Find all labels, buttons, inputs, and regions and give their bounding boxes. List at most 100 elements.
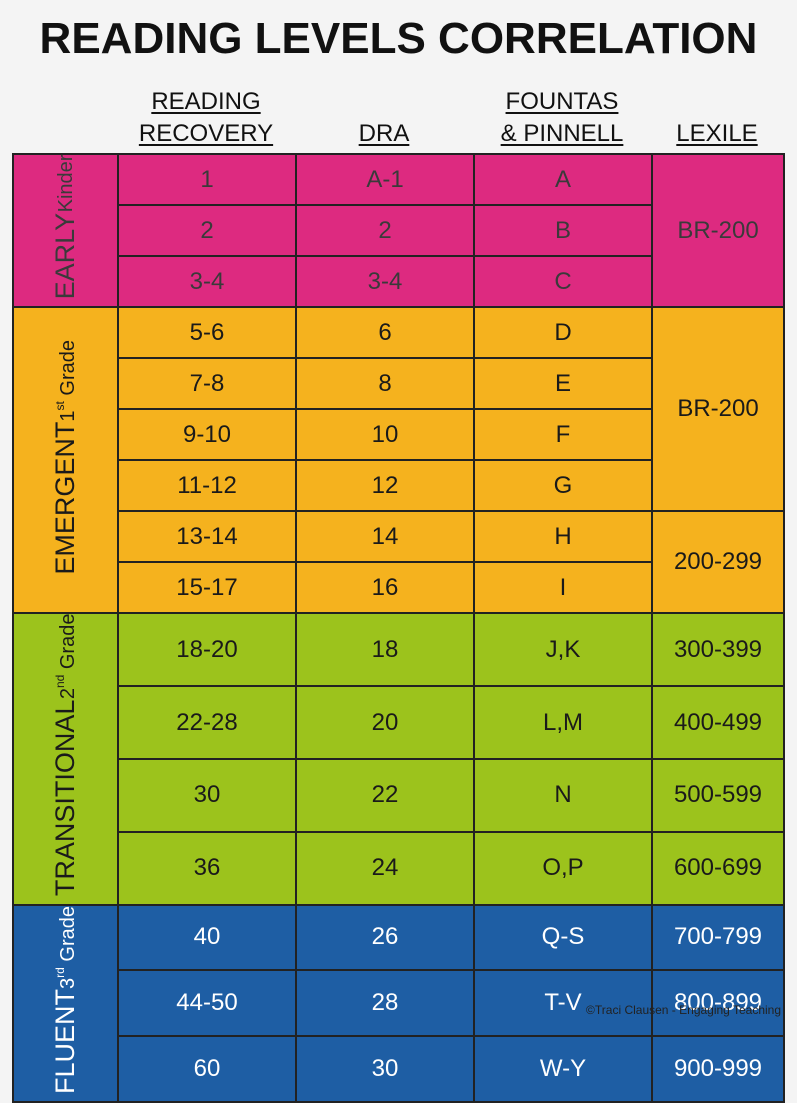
group-grade: 2nd Grade <box>53 614 80 700</box>
group-grade: 3rd Grade <box>53 906 80 989</box>
grade-suffix: st <box>53 400 68 411</box>
column-header: DRA <box>295 118 473 150</box>
rr-level: 5-6 <box>117 306 297 360</box>
table-row: 36 24 O,P 600-699 <box>13 830 785 906</box>
grade-suffix: nd <box>53 675 68 689</box>
fp-level: W-Y <box>473 1034 653 1103</box>
lexile-level: 400-499 <box>651 685 785 760</box>
dra-level: 6 <box>295 306 475 360</box>
grade-word: Kinder <box>55 155 77 213</box>
column-header: READING RECOVERY <box>117 86 295 150</box>
rr-level: 1 <box>117 152 297 207</box>
dra-level: A-1 <box>295 152 475 207</box>
rr-level: 30 <box>117 757 297 833</box>
table-row: 22-28 20 L,M 400-499 <box>13 685 785 760</box>
group-label: EMERGENT 1st Grade <box>50 340 81 575</box>
lexile-level: 700-799 <box>651 903 785 972</box>
grade-number: 2 <box>56 688 79 700</box>
grade-word: Grade <box>56 339 79 396</box>
dra-level: 10 <box>295 408 475 462</box>
dra-level: 26 <box>295 903 475 972</box>
rr-level: 7-8 <box>117 357 297 411</box>
dra-level: 24 <box>295 830 475 906</box>
group-cell: EMERGENT 1st Grade <box>12 306 119 615</box>
dra-level: 30 <box>295 1034 475 1103</box>
lexile-level: 300-399 <box>651 612 785 688</box>
fp-level: E <box>473 357 653 411</box>
fp-level: O,P <box>473 830 653 906</box>
group-name: TRANSITIONAL <box>50 700 80 897</box>
group-grade: 1st Grade <box>53 340 80 422</box>
lexile-level: BR-200 <box>651 306 785 513</box>
fp-level: I <box>473 561 653 615</box>
rr-level: 15-17 <box>117 561 297 615</box>
header-line: LEXILE <box>676 120 758 147</box>
lexile-level: BR-200 <box>651 152 785 309</box>
header-line: FOUNTAS <box>505 88 619 115</box>
grade-word: Grade <box>56 614 79 670</box>
group-cell: EARLY Kinder <box>12 152 119 309</box>
fp-level: Q-S <box>473 903 653 972</box>
header-line: READING <box>151 88 261 115</box>
table-row: 13-14 14 H 200-299 <box>13 510 785 615</box>
fp-level: C <box>473 255 653 309</box>
rr-level: 13-14 <box>117 510 297 564</box>
rr-level: 2 <box>117 204 297 258</box>
group-cell: TRANSITIONAL 2nd Grade <box>12 612 119 906</box>
page: READING LEVELS CORRELATION READING RECOVE… <box>12 14 785 1103</box>
header-line: RECOVERY <box>138 120 274 147</box>
rr-level: 3-4 <box>117 255 297 309</box>
grade-word: Grade <box>56 905 79 962</box>
fp-level: J,K <box>473 612 653 688</box>
group-label: EARLY Kinder <box>50 155 81 299</box>
lexile-level: 500-599 <box>651 757 785 833</box>
rr-level: 36 <box>117 830 297 906</box>
rr-level: 22-28 <box>117 685 297 760</box>
column-header: LEXILE <box>651 118 783 150</box>
table-row: TRANSITIONAL 2nd Grade 18-20 18 J,K 300-399 <box>12 612 785 906</box>
dra-level: 16 <box>295 561 475 615</box>
table-row: 60 30 W-Y 900-999 <box>13 1034 785 1103</box>
table-row: EARLY Kinder 1 A-1 A BR-200 <box>12 152 785 309</box>
dra-level: 22 <box>295 757 475 833</box>
dra-level: 12 <box>295 459 475 513</box>
fp-level: G <box>473 459 653 513</box>
fp-level: N <box>473 757 653 833</box>
table-row: EMERGENT 1st Grade 5-6 6 D BR-200 <box>12 306 785 615</box>
grade-number: 3 <box>56 977 79 989</box>
dra-level: 20 <box>295 685 475 760</box>
group-name: EARLY <box>50 212 80 300</box>
group-cell: FLUENT 3rd Grade <box>12 903 119 1103</box>
group-name: EMERGENT <box>50 421 80 575</box>
rr-level: 60 <box>117 1034 297 1103</box>
fp-level: F <box>473 408 653 462</box>
table-row: FLUENT 3rd Grade 40 26 Q-S 700-799 <box>12 903 785 1103</box>
lexile-level: 600-699 <box>651 830 785 906</box>
lexile-level: 900-999 <box>651 1034 785 1103</box>
fp-level: A <box>473 152 653 207</box>
header-line: & PINNELL <box>500 120 624 147</box>
rr-level: 40 <box>117 903 297 972</box>
grade-number: 1 <box>56 410 79 422</box>
table-row: 30 22 N 500-599 <box>13 757 785 833</box>
column-header: FOUNTAS & PINNELL <box>473 86 651 150</box>
group-name: FLUENT <box>50 988 80 1094</box>
dra-level: 18 <box>295 612 475 688</box>
group-label: FLUENT 3rd Grade <box>50 906 81 1094</box>
dra-level: 3-4 <box>295 255 475 309</box>
levels-table: EARLY Kinder 1 A-1 A BR-200 2 2 B 3-4 3-4 C EMERGENT… <box>12 152 785 1103</box>
dra-level: 28 <box>295 969 475 1037</box>
title: READING LEVELS CORRELATION <box>39 14 758 63</box>
group-label: TRANSITIONAL 2nd Grade <box>50 614 81 896</box>
fp-level: D <box>473 306 653 360</box>
fp-level: B <box>473 204 653 258</box>
dra-level: 14 <box>295 510 475 564</box>
grade-suffix: rd <box>53 966 68 978</box>
header-line: DRA <box>358 120 410 147</box>
group-grade: Kinder <box>55 155 78 213</box>
dra-level: 8 <box>295 357 475 411</box>
rr-level: 44-50 <box>117 969 297 1037</box>
rr-level: 18-20 <box>117 612 297 688</box>
lexile-level: 200-299 <box>651 510 785 615</box>
credit: ©Traci Clausen - Engaging Teaching <box>586 1003 781 1017</box>
